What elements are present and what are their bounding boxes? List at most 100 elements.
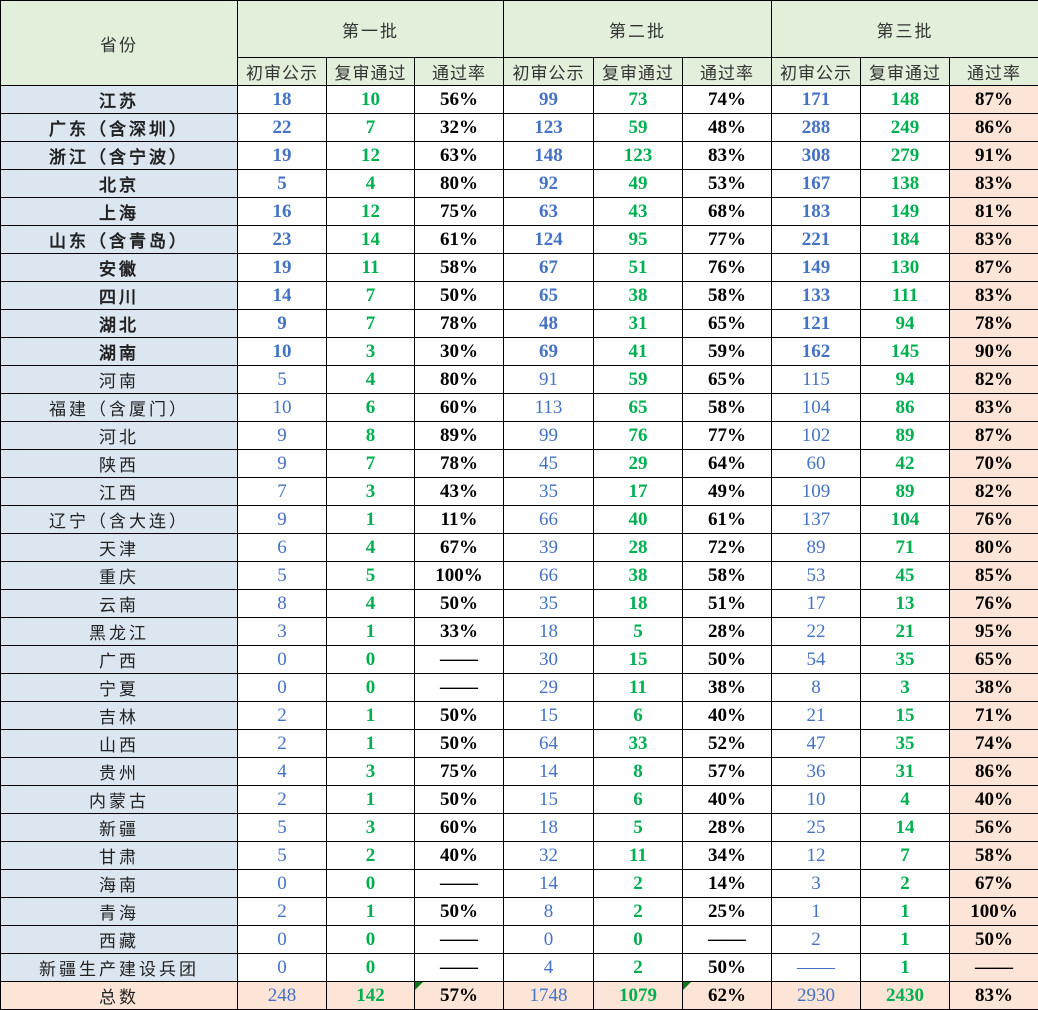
- pass-rate: ——: [683, 926, 772, 954]
- initial-count: 2: [238, 730, 327, 758]
- pass-rate: 83%: [950, 282, 1038, 310]
- passed-count: 65: [594, 394, 683, 422]
- passed-count: 2: [594, 870, 683, 898]
- passed-count: 15: [861, 702, 950, 730]
- passed-count: 41: [594, 338, 683, 366]
- initial-count: 92: [504, 170, 594, 198]
- pass-rate: 83%: [683, 142, 772, 170]
- initial-count: 2: [238, 786, 327, 814]
- initial-count: 109: [772, 478, 861, 506]
- initial-count: 22: [238, 114, 327, 142]
- initial-count: 4: [504, 954, 594, 982]
- pass-rate: 100%: [950, 898, 1038, 926]
- province-name: 河北: [1, 422, 238, 450]
- pass-rate: 60%: [415, 814, 504, 842]
- initial-count: 89: [772, 534, 861, 562]
- passed-count: 0: [327, 674, 415, 702]
- initial-count: 2: [772, 926, 861, 954]
- pass-rate: 60%: [415, 394, 504, 422]
- initial-count: 10: [238, 394, 327, 422]
- passed-count: 5: [327, 562, 415, 590]
- initial-count: 102: [772, 422, 861, 450]
- pass-rate: 83%: [950, 394, 1038, 422]
- initial-count: 104: [772, 394, 861, 422]
- pass-rate: 83%: [950, 226, 1038, 254]
- province-name: 西藏: [1, 926, 238, 954]
- initial-count: 66: [504, 562, 594, 590]
- pass-rate: 70%: [950, 450, 1038, 478]
- initial-count: 0: [238, 870, 327, 898]
- passed-count: 145: [861, 338, 950, 366]
- pass-rate: 25%: [683, 898, 772, 926]
- initial-count: 30: [504, 646, 594, 674]
- pass-rate: 50%: [683, 646, 772, 674]
- pass-rate: 74%: [950, 730, 1038, 758]
- province-name: 浙江（含宁波）: [1, 142, 238, 170]
- pass-rate: 86%: [950, 758, 1038, 786]
- initial-count: 9: [238, 450, 327, 478]
- initial-count: 0: [504, 926, 594, 954]
- pass-rate: 53%: [683, 170, 772, 198]
- initial-count: 15: [504, 786, 594, 814]
- initial-count: 308: [772, 142, 861, 170]
- province-name: 青海: [1, 898, 238, 926]
- pass-rate: 58%: [683, 562, 772, 590]
- passed-count: 89: [861, 478, 950, 506]
- province-name: 天津: [1, 534, 238, 562]
- initial-count: 5: [238, 814, 327, 842]
- passed-count: 28: [594, 534, 683, 562]
- pass-rate: 95%: [950, 618, 1038, 646]
- province-name: 广西: [1, 646, 238, 674]
- initial-count: 65: [504, 282, 594, 310]
- passed-count: 1: [327, 786, 415, 814]
- pass-rate: 38%: [950, 674, 1038, 702]
- pass-rate: 74%: [683, 86, 772, 114]
- passed-count: 13: [861, 590, 950, 618]
- passed-count: 6: [327, 394, 415, 422]
- initial-count: 39: [504, 534, 594, 562]
- initial-count: 113: [504, 394, 594, 422]
- passed-count: 11: [594, 674, 683, 702]
- province-name: 江苏: [1, 86, 238, 114]
- passed-count: 18: [594, 590, 683, 618]
- passed-review-header: 复审通过: [327, 58, 415, 86]
- passed-count: 0: [327, 870, 415, 898]
- initial-count: 5: [238, 170, 327, 198]
- passed-count: 3: [861, 674, 950, 702]
- passed-count: 4: [861, 786, 950, 814]
- initial-count: 121: [772, 310, 861, 338]
- passed-count: 8: [594, 758, 683, 786]
- initial-count: 21: [772, 702, 861, 730]
- passed-count: 7: [861, 842, 950, 870]
- pass-rate: 52%: [683, 730, 772, 758]
- province-name: 内蒙古: [1, 786, 238, 814]
- passed-count: 279: [861, 142, 950, 170]
- province-name: 福建（含厦门）: [1, 394, 238, 422]
- initial-count: 3: [772, 870, 861, 898]
- initial-count: 2930: [772, 982, 861, 1010]
- province-name: 吉林: [1, 702, 238, 730]
- initial-count: 14: [238, 282, 327, 310]
- province-name: 云南: [1, 590, 238, 618]
- pass-rate: 64%: [683, 450, 772, 478]
- pass-rate: 56%: [415, 86, 504, 114]
- pass-rate: 61%: [415, 226, 504, 254]
- passed-count: 123: [594, 142, 683, 170]
- initial-count: 2: [238, 702, 327, 730]
- pass-rate: 100%: [415, 562, 504, 590]
- pass-rate: 63%: [415, 142, 504, 170]
- passed-count: 94: [861, 366, 950, 394]
- initial-count: 14: [504, 758, 594, 786]
